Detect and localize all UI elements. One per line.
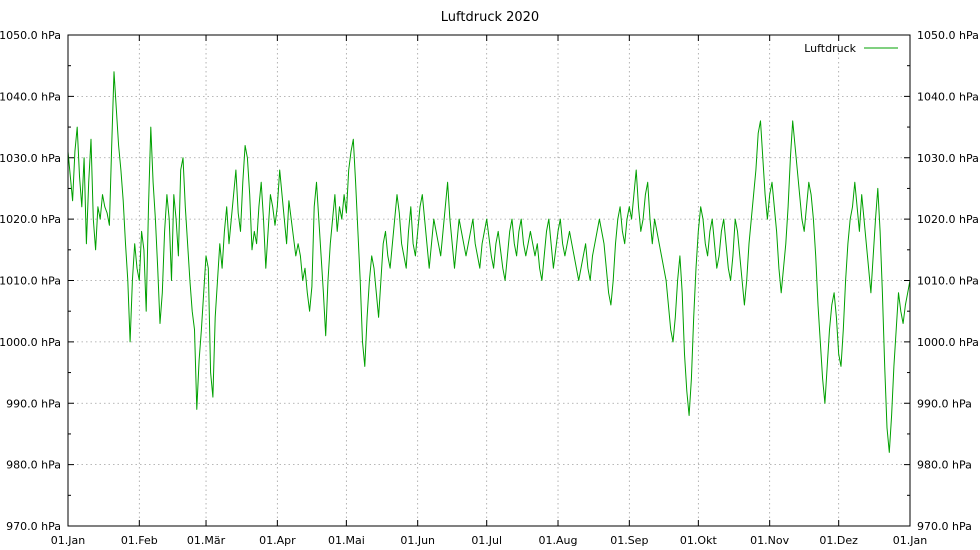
legend: Luftdruck [804, 42, 898, 55]
plot-border [67, 34, 911, 527]
x-tick-label: 01.Aug [539, 534, 578, 547]
x-tick-label: 01.Dez [819, 534, 858, 547]
x-tick-label: 01.Sep [610, 534, 648, 547]
chart-title: Luftdruck 2020 [441, 10, 539, 25]
y-tick-label-left: 1040.0 hPa [0, 90, 61, 103]
y-tick-label-right: 1000.0 hPa [917, 336, 979, 349]
x-axis-labels: 01.Jan 01.Feb 01.Mär 01.Apr 01.Mai 01.Jun 01.J… [51, 534, 927, 547]
x-tick-label: 01.Jan [51, 534, 85, 547]
x-tick-label: 01.Mai [328, 534, 365, 547]
series-layer [67, 71, 911, 453]
y-axis-right-labels: 970.0 hPa 980.0 hPa 990.0 hPa 1000.0 hPa 101… [917, 29, 979, 533]
y-tick-label-left: 970.0 hPa [6, 520, 61, 533]
y-tick-label-left: 980.0 hPa [6, 459, 61, 472]
y-tick-label-left: 1000.0 hPa [0, 336, 61, 349]
x-tick-label: 01.Nov [750, 534, 789, 547]
y-tick-label-left: 1010.0 hPa [0, 275, 61, 288]
y-tick-label-right: 980.0 hPa [917, 459, 972, 472]
y-tick-label-right: 970.0 hPa [917, 520, 972, 533]
y-tick-label-right: 1050.0 hPa [917, 29, 979, 42]
y-tick-label-left: 1030.0 hPa [0, 152, 61, 165]
x-tick-label: 01.Jan [893, 534, 927, 547]
y-tick-label-right: 1040.0 hPa [917, 90, 979, 103]
y-tick-label-left: 990.0 hPa [6, 397, 61, 410]
y-axis-left-labels: 970.0 hPa 980.0 hPa 990.0 hPa 1000.0 hPa 101… [0, 29, 61, 533]
legend-label: Luftdruck [804, 42, 856, 55]
x-tick-label: 01.Jul [471, 534, 502, 547]
y-tick-label-left: 1050.0 hPa [0, 29, 61, 42]
x-tick-label: 01.Jun [400, 534, 435, 547]
y-tick-label-right: 1010.0 hPa [917, 275, 979, 288]
y-tick-label-right: 1020.0 hPa [917, 213, 979, 226]
y-tick-label-left: 1020.0 hPa [0, 213, 61, 226]
x-tick-label: 01.Okt [680, 534, 718, 547]
x-tick-label: 01.Apr [259, 534, 296, 547]
x-tick-label: 01.Mär [187, 534, 226, 547]
y-tick-label-right: 1030.0 hPa [917, 152, 979, 165]
y-tick-label-right: 990.0 hPa [917, 397, 972, 410]
series-line-luftdruck [67, 71, 911, 453]
x-tick-label: 01.Feb [121, 534, 158, 547]
